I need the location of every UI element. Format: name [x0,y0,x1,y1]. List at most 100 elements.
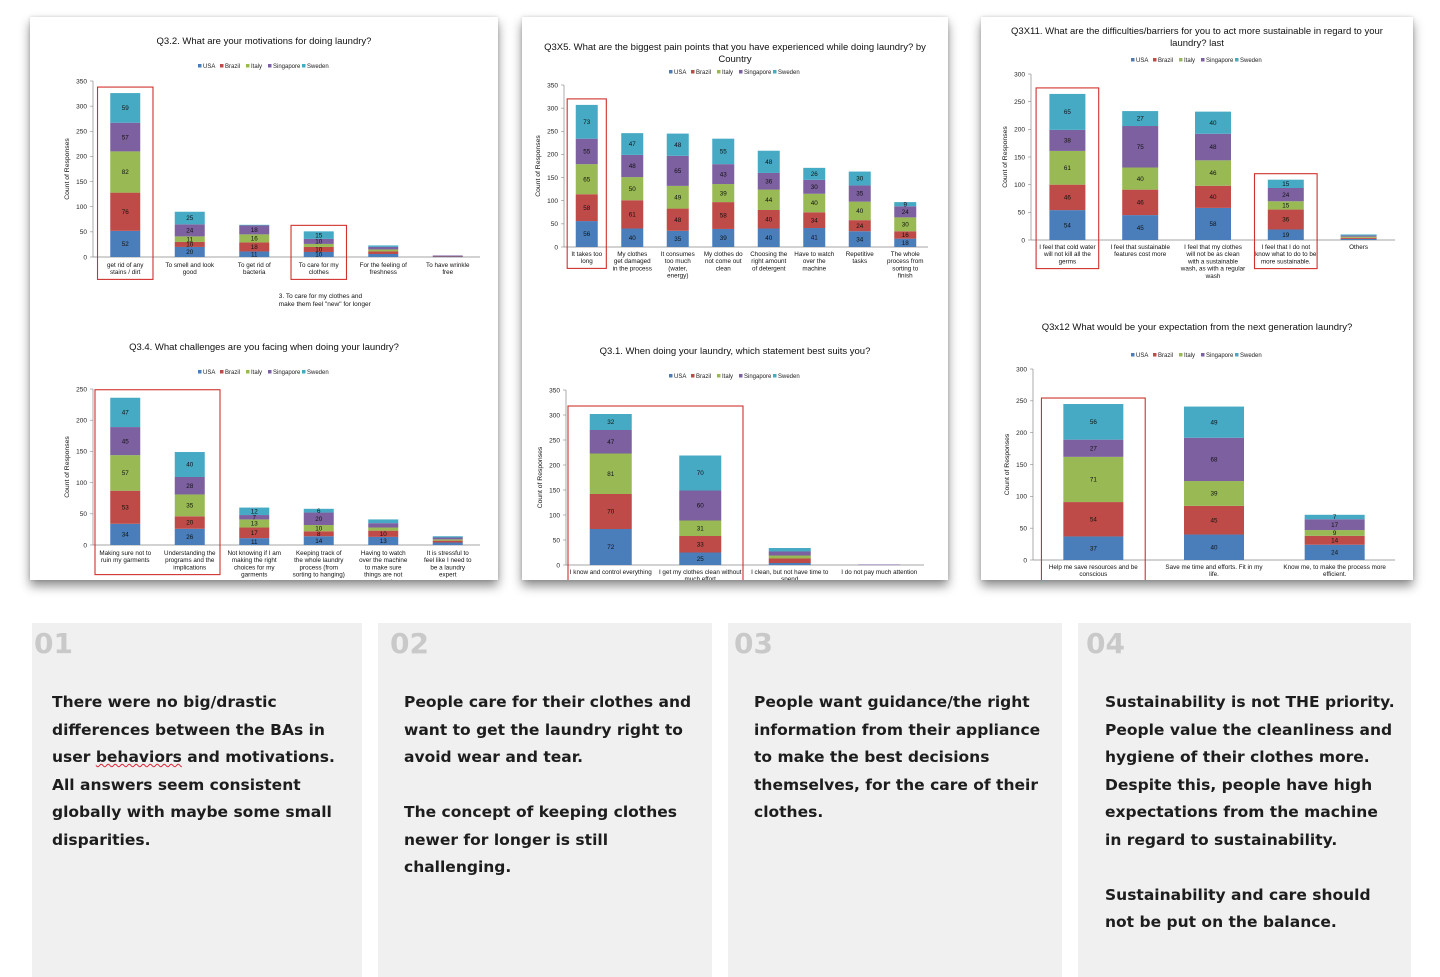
bar-segment-brazil [1304,535,1365,545]
data-label: 39 [720,190,728,197]
bar-segment-sweden [768,548,811,552]
data-label: 25 [697,556,705,563]
legend-swatch-italy [717,374,721,378]
data-label: 18 [902,240,910,247]
data-label: 31 [697,525,705,532]
y-tick-label: 250 [1014,99,1025,106]
bar-segment-usa [894,238,917,247]
legend-swatch-sweden [302,370,306,374]
bar-segment-sweden [174,211,205,225]
data-label: 20 [186,249,194,256]
data-label: 20 [315,516,323,523]
bar-segment-singapore [1195,133,1231,161]
legend-label-italy: Italy [1184,353,1195,359]
bar-segment-sweden [803,167,826,180]
category-label: It takes too [571,251,602,258]
data-label: 35 [856,191,864,198]
data-label: 15 [315,232,323,239]
data-label: 61 [629,212,637,219]
legend-swatch-sweden [302,64,306,68]
bar-segment-italy [1122,167,1159,190]
y-tick-label: 350 [547,82,558,89]
data-label: 10 [315,239,323,246]
data-label: 30 [856,176,864,183]
legend-swatch-brazil [1153,353,1157,357]
data-label: 76 [122,209,130,216]
data-label: 46 [1137,200,1145,207]
bar-segment-brazil [679,536,722,553]
data-label: 58 [720,213,728,220]
data-label: 59 [122,105,130,112]
category-label: It consumes [661,251,695,258]
bar-stack: 19 36 15 24 15 [1267,179,1304,240]
data-label: 11 [186,236,193,243]
bar-segment-sweden [666,133,689,156]
insight-text-part: There were no big/drastic differences be… [52,693,325,766]
category-label: will not be as clean [1185,251,1240,258]
data-label: 30 [902,222,910,229]
bar-segment-italy [803,193,826,213]
data-label: 14 [1331,537,1339,544]
legend-label-italy: Italy [722,374,733,380]
legend-label-italy: Italy [251,370,262,376]
bar-segment-sweden [110,93,141,123]
data-label: 14 [315,538,323,545]
data-label: 56 [583,231,591,238]
bar-segment-singapore [1063,439,1124,457]
bar-segment-italy [1267,201,1304,210]
bar-segment-italy [368,249,399,252]
bar-segment-italy [768,555,811,559]
bar-stack: 56 58 65 55 73 [575,104,598,247]
y-axis-label: Count of Responses [64,436,71,498]
bar-segment-brazil [174,241,205,247]
data-label: 75 [1137,144,1145,151]
y-tick-label: 200 [1014,127,1025,134]
y-tick-label: 150 [549,487,560,494]
bar-segment-usa [848,231,871,247]
data-label: 20 [186,520,194,527]
category-label: sorting to hanging) [293,572,345,579]
category-label: Keeping track of [296,550,342,557]
bar-segment-brazil [768,558,811,563]
bar-segment-usa [1063,536,1124,560]
bar-stack: 35 48 49 65 48 [666,133,689,247]
category-label: feel like I need to [424,557,472,564]
highlight-box [1040,397,1146,580]
insight-number: 02 [390,627,429,660]
chart-q3x12: Q3x12 What would be your expectation fro… [1004,322,1395,580]
category-label: energy) [667,273,688,280]
category-label: process (from [300,564,339,571]
data-label: 46 [1209,170,1217,177]
data-label: 24 [186,228,194,235]
data-label: 48 [674,217,682,224]
bar-segment-usa [575,221,598,247]
bar-stack: 40 45 39 68 49 [1184,406,1244,560]
chart-q34: Q3.4. What challenges are you facing whe… [64,342,480,580]
bar-segment-sweden [757,150,780,173]
data-label: 65 [674,168,682,175]
bar-segment-usa [110,523,141,545]
data-label: 73 [583,119,591,126]
bar-segment-usa [303,251,334,257]
category-label: be a laundry [430,564,466,571]
data-label: 40 [811,200,819,207]
category-label: I get my clothes clean without [659,569,742,576]
y-tick-label: 50 [1018,210,1026,217]
data-label: 38 [1064,138,1072,145]
data-label: 16 [902,232,910,239]
chart-title: Q3x12 What would be your expectation fro… [1042,322,1353,333]
legend-label-brazil: Brazil [225,64,240,70]
category-label: Others [1349,244,1368,251]
y-tick-label: 100 [1014,182,1025,189]
data-label: 9 [903,201,907,208]
category-label: not come out [705,258,742,265]
category-label: of detergent [752,265,786,272]
category-label: in the process [613,265,652,272]
bar-segment-brazil [239,242,270,252]
category-label: My clothes do [704,251,743,258]
bar-segment-usa [679,552,722,565]
bar-segment-sweden [368,245,399,247]
data-label: 70 [607,509,615,516]
